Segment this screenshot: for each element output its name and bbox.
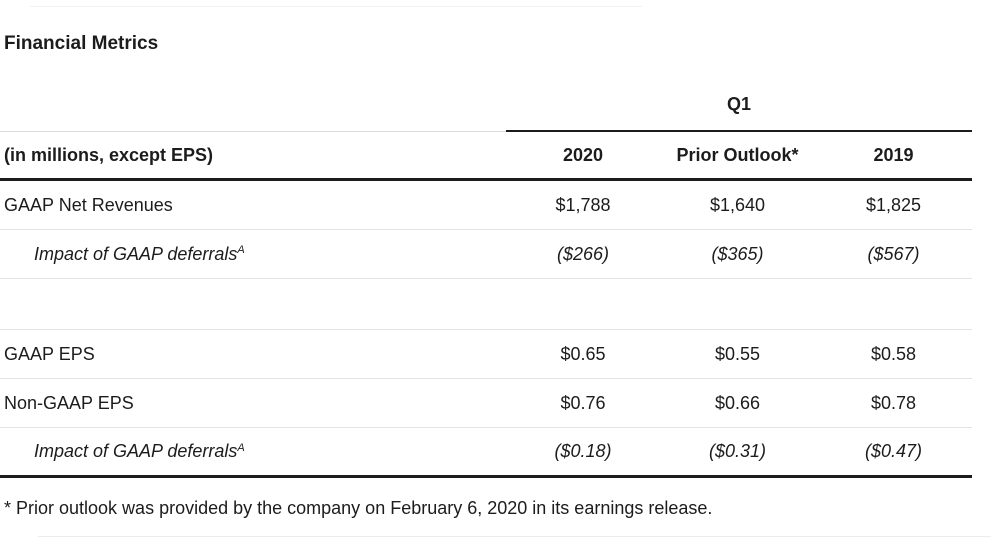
table-row-non-gaap-eps: Non-GAAP EPS $0.76 $0.66 $0.78 (0, 379, 972, 428)
cell-value: $0.55 (714, 343, 761, 364)
faint-top-rule (30, 6, 642, 7)
row-label-text: Impact of GAAP deferrals (34, 243, 238, 264)
cell-value: ($0.47) (864, 441, 923, 461)
empty-cell (506, 279, 660, 329)
cell-value: $0.66 (714, 392, 761, 413)
cell-value: $0.58 (870, 343, 917, 364)
table-row-impact-deferrals-revenue: Impact of GAAP deferrals A ($266) ($365) … (0, 230, 972, 279)
row-label: Non-GAAP EPS (0, 379, 506, 427)
table-row-impact-deferrals-eps: Impact of GAAP deferrals A ($0.18) ($0.31… (0, 428, 972, 478)
row-label-text: Non-GAAP EPS (4, 392, 134, 413)
empty-cell (0, 279, 506, 329)
table-row-spacer (0, 279, 972, 330)
cell-value: $0.78 (870, 392, 917, 413)
row-label-text: GAAP EPS (4, 343, 95, 364)
cell-value: $1,788 (555, 194, 611, 215)
cell-value: ($0.18) (554, 441, 612, 461)
column-header-2020: 2020 (562, 144, 604, 165)
page-title: Financial Metrics (4, 33, 159, 54)
cell-value: ($365) (711, 243, 764, 264)
row-label-text: Impact of GAAP deferrals (34, 441, 238, 461)
column-header-prior-outlook: Prior Outlook* (676, 144, 799, 165)
row-label: GAAP EPS (0, 330, 506, 378)
row-label: Impact of GAAP deferrals A (34, 243, 245, 264)
group-header-q1: Q1 (506, 78, 972, 132)
empty-cell (660, 279, 815, 329)
cell-value: $0.65 (560, 343, 606, 364)
corner-spacer (0, 78, 506, 132)
cell-value: ($567) (867, 243, 920, 264)
cell-value: ($266) (556, 243, 610, 264)
group-header-row: Q1 (0, 78, 972, 132)
table-row-gaap-eps: GAAP EPS $0.65 $0.55 $0.58 (0, 330, 972, 379)
column-header-2019: 2019 (873, 144, 914, 165)
row-label-text: GAAP Net Revenues (4, 194, 173, 215)
cell-value: ($0.31) (708, 441, 767, 461)
footnote: * Prior outlook was provided by the comp… (4, 498, 713, 518)
cell-value: $1,640 (709, 194, 766, 215)
row-label: GAAP Net Revenues (0, 181, 506, 229)
table-row-gaap-net-revenues: GAAP Net Revenues $1,788 $1,640 $1,825 (0, 181, 972, 230)
financial-metrics-table: Q1 (in millions, except EPS) 2020 Prior … (0, 78, 972, 478)
cell-value: $0.76 (560, 392, 606, 413)
empty-cell (815, 279, 972, 329)
faint-bottom-rule (38, 536, 991, 537)
column-header-row: (in millions, except EPS) 2020 Prior Out… (0, 132, 972, 181)
corner-label: (in millions, except EPS) (4, 144, 214, 165)
cell-value: $1,825 (865, 194, 922, 215)
row-label: Impact of GAAP deferrals A (34, 441, 245, 461)
